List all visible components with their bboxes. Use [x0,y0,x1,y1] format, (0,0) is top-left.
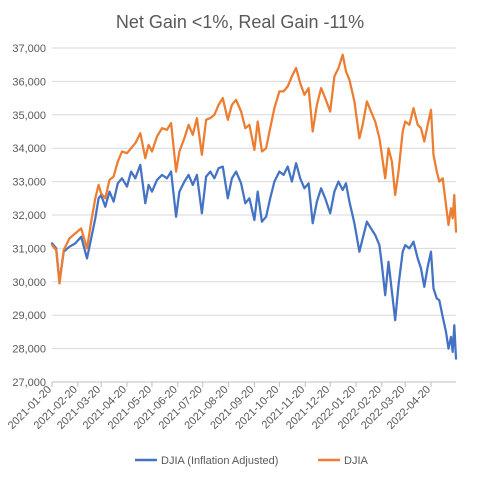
y-tick-label: 31,000 [12,243,46,255]
series-line-0 [50,162,458,360]
y-tick-label: 28,000 [12,344,46,356]
legend-label: DJIA [344,455,369,467]
y-tick-label: 30,000 [12,277,46,289]
series-layer [50,53,458,360]
y-tick-label: 35,000 [12,110,46,122]
legend: DJIA (Inflation Adjusted) DJIA [135,455,369,467]
x-axis: 2021-01-202021-02-202021-03-202021-04-20… [6,381,456,432]
y-tick-label: 32,000 [12,210,46,222]
y-axis: 27,000 28,000 29,000 30,000 31,000 32,000 33,0… [12,43,46,389]
y-tick-label: 29,000 [12,310,46,322]
chart-title: Net Gain <1%, Real Gain -11% [116,12,364,32]
y-tick-label: 33,000 [12,177,46,189]
y-tick-label: 36,000 [12,76,46,88]
legend-label: DJIA (Inflation Adjusted) [161,455,278,467]
y-tick-label: 34,000 [12,143,46,155]
y-tick-label: 37,000 [12,43,46,55]
series-line-1 [50,53,458,285]
y-tick-label: 27,000 [12,377,46,389]
